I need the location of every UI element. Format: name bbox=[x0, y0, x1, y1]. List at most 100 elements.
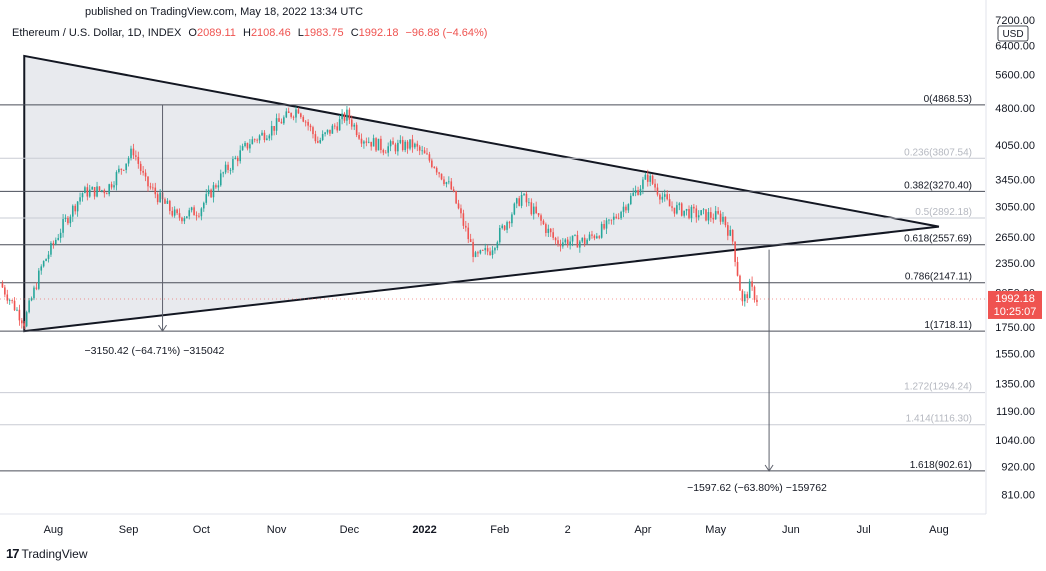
candle-body bbox=[576, 235, 579, 248]
candle-body bbox=[234, 157, 237, 159]
candle-body bbox=[215, 185, 217, 188]
candle-body bbox=[198, 215, 200, 217]
candle-body bbox=[346, 109, 348, 121]
candle-body bbox=[343, 113, 346, 121]
candle-body bbox=[530, 202, 533, 215]
candle-body bbox=[680, 203, 683, 216]
candle-body bbox=[363, 141, 365, 144]
candle-body bbox=[678, 203, 681, 206]
candle-body bbox=[42, 261, 45, 267]
candle-body bbox=[28, 300, 30, 313]
candle-body bbox=[326, 129, 329, 133]
candle-body bbox=[479, 250, 482, 254]
candle-body bbox=[88, 189, 91, 197]
candle-body bbox=[202, 202, 205, 209]
candle-body bbox=[292, 116, 295, 118]
candle-body bbox=[16, 309, 18, 311]
ohlc-change: −96.88 (−4.64%) bbox=[405, 27, 488, 39]
y-tick-label: 6400.00 bbox=[995, 41, 1035, 53]
candle-body bbox=[300, 113, 302, 117]
x-axis: Aug Sep Oct Nov Dec 2022 Feb 2 Apr May Jun Jul Aug bbox=[44, 524, 949, 536]
candle-body bbox=[406, 141, 409, 149]
candle-body bbox=[122, 169, 125, 171]
candle-body bbox=[620, 211, 622, 219]
candle-body bbox=[338, 119, 341, 131]
candle-body bbox=[496, 242, 499, 248]
candle-body bbox=[6, 294, 9, 301]
candle-body bbox=[120, 168, 123, 170]
candle-body bbox=[523, 193, 525, 196]
candle-body bbox=[103, 190, 106, 194]
candle-body bbox=[734, 241, 736, 262]
y-tick-label: 810.00 bbox=[1001, 489, 1035, 501]
candle-body bbox=[164, 199, 166, 204]
candle-body bbox=[290, 112, 292, 117]
candle-body bbox=[673, 207, 676, 214]
candle-body bbox=[494, 247, 496, 251]
candle-body bbox=[656, 187, 659, 195]
candle-body bbox=[244, 142, 246, 147]
candle-body bbox=[142, 170, 144, 173]
candle-body bbox=[625, 206, 627, 211]
tradingview-logo[interactable]: 17 TradingView bbox=[6, 546, 88, 561]
candle-body bbox=[370, 141, 372, 147]
candle-body bbox=[297, 109, 300, 114]
candle-body bbox=[457, 203, 460, 209]
candle-body bbox=[503, 225, 506, 230]
candle-body bbox=[486, 248, 489, 252]
candle-body bbox=[440, 173, 443, 180]
ohlc-close-label: C bbox=[350, 27, 359, 39]
candle-body bbox=[258, 135, 261, 141]
candle-body bbox=[69, 216, 72, 224]
x-tick-label: Feb bbox=[490, 524, 509, 536]
candle-body bbox=[207, 189, 210, 195]
candle-body bbox=[489, 251, 491, 255]
candle-body bbox=[21, 320, 23, 324]
candle-body bbox=[113, 185, 115, 188]
candle-body bbox=[11, 300, 13, 301]
measure-arrowhead bbox=[158, 324, 167, 333]
candle-body bbox=[367, 141, 370, 143]
published-note: published on TradingView.com, May 18, 20… bbox=[85, 6, 364, 18]
candle-body bbox=[615, 216, 618, 218]
candle-body bbox=[200, 208, 203, 217]
candle-body bbox=[588, 234, 591, 240]
ohlc-high-label: H bbox=[242, 27, 251, 39]
candle-body bbox=[707, 212, 710, 221]
candle-body bbox=[535, 206, 537, 214]
candle-body bbox=[1, 283, 4, 288]
candle-body bbox=[583, 237, 586, 244]
candle-body bbox=[574, 235, 576, 236]
candle-body bbox=[498, 227, 501, 243]
candle-body bbox=[445, 182, 448, 185]
candle-body bbox=[302, 116, 305, 122]
candle-body bbox=[426, 153, 428, 155]
candle-body bbox=[438, 172, 440, 174]
candle-body bbox=[545, 224, 547, 233]
candle-body bbox=[30, 298, 33, 301]
x-tick-label: Jun bbox=[782, 524, 800, 536]
candle-body bbox=[549, 228, 552, 233]
candle-body bbox=[467, 227, 470, 240]
candle-body bbox=[562, 242, 564, 247]
candle-body bbox=[278, 118, 280, 122]
candle-body bbox=[651, 175, 654, 184]
fib-label: 0(4868.53) bbox=[924, 94, 972, 105]
triangle-pattern-layer bbox=[23, 54, 940, 333]
candle-body bbox=[101, 190, 103, 191]
candle-body bbox=[309, 125, 312, 128]
candle-body bbox=[236, 157, 239, 162]
candle-body bbox=[506, 222, 508, 230]
candle-body bbox=[317, 141, 319, 143]
candle-body bbox=[477, 252, 479, 254]
candle-body bbox=[210, 189, 212, 198]
candle-body bbox=[50, 242, 52, 255]
candle-body bbox=[125, 163, 127, 171]
candle-body bbox=[397, 142, 399, 152]
candle-body bbox=[224, 164, 227, 173]
candle-body bbox=[613, 216, 615, 220]
candle-body bbox=[159, 192, 161, 203]
candle-body bbox=[508, 222, 511, 224]
